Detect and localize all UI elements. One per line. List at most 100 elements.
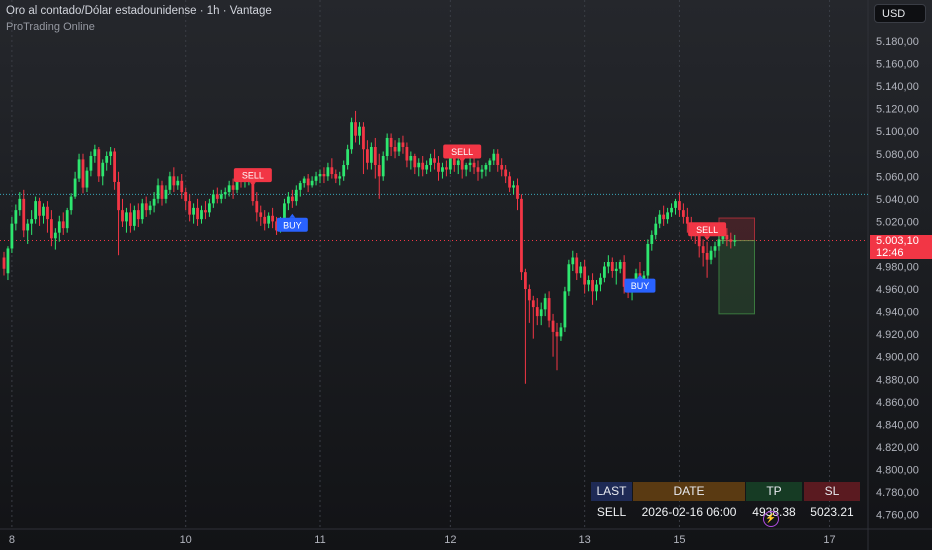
candle-body xyxy=(6,248,10,274)
candle-body xyxy=(46,206,49,220)
time-tick-label: 8 xyxy=(9,534,15,546)
candle-body xyxy=(18,198,22,211)
candle-body xyxy=(606,261,610,267)
candle-body xyxy=(318,174,322,177)
signal-label-box xyxy=(233,168,272,183)
candle-body xyxy=(583,266,587,285)
candle-body xyxy=(192,207,195,215)
candle-body xyxy=(294,189,298,202)
time-tick-label: 13 xyxy=(579,534,591,546)
candle-body xyxy=(654,223,658,235)
candle-body xyxy=(42,206,45,216)
candle-body xyxy=(484,165,488,170)
candle-body xyxy=(476,167,480,172)
candle-body xyxy=(61,221,65,229)
price-tick-label: 4.800,00 xyxy=(876,464,919,476)
candle-body xyxy=(366,149,369,163)
candle-body xyxy=(559,327,563,337)
candle-body xyxy=(433,158,436,163)
symbol-title[interactable]: Oro al contado/Dólar estadounidense · 1h… xyxy=(6,5,272,17)
take-profit-zone xyxy=(718,240,756,315)
candle-body xyxy=(223,192,227,195)
candle-body xyxy=(132,210,136,226)
candle-body xyxy=(101,162,105,177)
candle-body xyxy=(551,320,555,332)
candle-body xyxy=(358,126,361,136)
price-tick-label: 5.080,00 xyxy=(876,149,919,161)
signal-label-box xyxy=(688,222,727,237)
time-tick-label: 12 xyxy=(444,534,456,546)
signal-label-text: SELL xyxy=(242,171,264,181)
candle-body xyxy=(456,160,460,166)
candle-body xyxy=(441,167,444,172)
candle-body xyxy=(267,215,271,224)
candle-body xyxy=(255,201,259,213)
candle-body xyxy=(445,167,448,170)
candle-body xyxy=(622,261,626,287)
candle-body xyxy=(38,201,41,216)
candle-body xyxy=(492,153,496,161)
candle-body xyxy=(472,162,476,168)
candle-body xyxy=(460,160,464,170)
candle-body xyxy=(290,196,294,202)
candle-body xyxy=(2,257,6,269)
candle-body xyxy=(421,162,425,170)
candle-body xyxy=(69,196,73,211)
candle-body xyxy=(516,185,519,199)
candle-body xyxy=(488,160,492,166)
candle-body xyxy=(219,194,223,199)
table-header-tp: TP xyxy=(746,482,802,501)
candle-body xyxy=(579,266,583,274)
indicator-name[interactable]: ProTrading Online xyxy=(6,21,95,33)
candle-body xyxy=(725,234,729,240)
table-value-sl: 5023.21 xyxy=(810,505,854,519)
time-tick-label: 11 xyxy=(314,534,325,546)
candle-body xyxy=(452,158,456,166)
candle-body xyxy=(464,165,468,170)
candle-body xyxy=(381,156,385,177)
time-tick-label: 17 xyxy=(823,534,835,546)
table-value-last: SELL xyxy=(596,505,627,519)
signal-pointer xyxy=(704,236,711,241)
chart-header: Oro al contado/Dólar estadounidense · 1h… xyxy=(6,5,272,33)
candle-body xyxy=(34,201,37,220)
candle-body xyxy=(283,203,286,222)
candle-body xyxy=(373,146,377,166)
candle-body xyxy=(571,257,575,265)
current-price-tag: 5.003,10 12:46 xyxy=(870,235,932,259)
candle-body xyxy=(591,280,594,292)
signal-label-text: BUY xyxy=(631,281,650,291)
signal-pointer xyxy=(289,213,296,218)
candle-body xyxy=(496,153,500,166)
candle-body xyxy=(184,192,188,202)
candle-body xyxy=(555,331,559,337)
table-header-last: LAST xyxy=(591,482,632,501)
time-tick-label: 10 xyxy=(180,534,192,546)
price-tick-label: 4.920,00 xyxy=(876,329,919,341)
lightning-icon[interactable]: ⚡ xyxy=(763,511,779,527)
signal-pointer xyxy=(636,274,643,279)
candle-body xyxy=(346,149,350,166)
price-tick-label: 4.900,00 xyxy=(876,352,919,364)
price-tick-label: 5.100,00 xyxy=(876,126,919,138)
signal-label-text: BUY xyxy=(283,220,302,230)
candle-body xyxy=(429,158,432,166)
candle-body xyxy=(603,266,606,278)
candle-body xyxy=(81,159,85,188)
candle-body xyxy=(362,126,365,150)
candle-body xyxy=(113,151,116,182)
currency-button[interactable]: USD xyxy=(874,4,926,23)
price-tick-label: 4.760,00 xyxy=(876,510,919,522)
candle-body xyxy=(468,162,472,166)
candle-body xyxy=(575,257,579,274)
signal-label-box xyxy=(624,278,656,293)
candle-body xyxy=(674,201,677,208)
candle-body xyxy=(326,167,330,177)
candle-body xyxy=(196,207,199,220)
candle-body xyxy=(109,151,113,157)
candle-body xyxy=(500,165,504,170)
candle-body xyxy=(125,212,128,222)
candle-body xyxy=(97,149,101,177)
candle-body xyxy=(539,309,543,317)
